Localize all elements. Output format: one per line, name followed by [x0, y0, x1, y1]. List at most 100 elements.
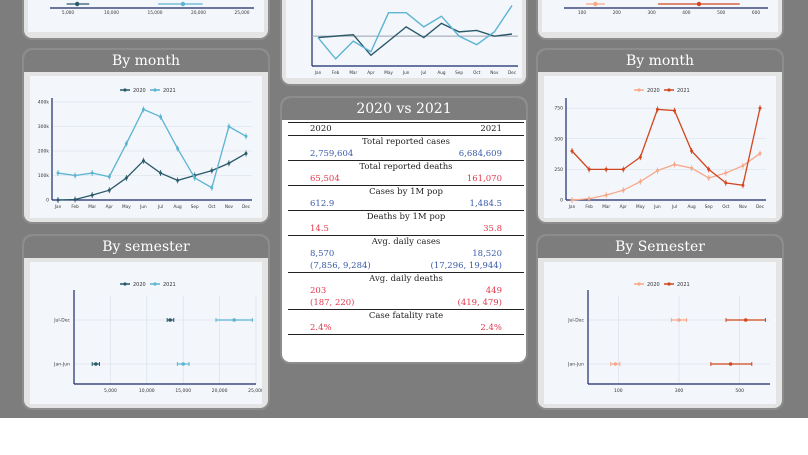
y-tick-label: 0: [46, 198, 49, 204]
deaths-by-semester-plot: 2020 2021 100 300 500 Jan-Jun Jul-Dec: [544, 262, 776, 404]
panel-title: By month: [24, 50, 268, 72]
x-tick-label: 25,000: [248, 388, 262, 394]
value-2021: 2.4%: [480, 323, 502, 333]
legend-label-2020: 2020: [647, 282, 660, 288]
x-tick-label: Jun: [653, 204, 661, 209]
x-tick-label: Apr: [620, 204, 628, 209]
legend-marker-2021: [667, 88, 671, 92]
value-2020: 65,504: [310, 174, 340, 184]
legend-label-2020: 2020: [133, 282, 146, 288]
cases-by-semester-panel: By semester 2020 2021 5,000 10,000 15,000 20,…: [22, 234, 270, 410]
column-header-2021: 2021: [480, 124, 502, 134]
x-tick-label: 200: [613, 10, 621, 16]
x-tick-label: Jan: [54, 204, 62, 209]
x-tick-label: 15,000: [147, 10, 162, 16]
x-tick-label: 100: [614, 388, 623, 394]
top-right-panel: 100 200 300 400 500 600: [536, 0, 784, 40]
table-row-values: 2.4% 2.4%: [288, 322, 524, 334]
x-tick-label: Apr: [106, 204, 114, 209]
x-tick-label: Sep: [455, 70, 463, 75]
panel-title: By Semester: [538, 236, 782, 258]
value-2020: 612.9: [310, 199, 335, 209]
x-tick-label: 20,000: [191, 10, 206, 16]
value-2021: 35.8: [483, 224, 502, 234]
cases-by-semester-chart: 2020 2021 5,000 10,000 15,000 20,000 25,000 Jan…: [53, 282, 262, 394]
x-tick-label: Jun: [402, 70, 410, 75]
x-tick-label: Aug: [437, 70, 446, 75]
deaths-by-month-panel: By month 2020 2021 0 250 500 750 Jan Feb Mar Apr M…: [536, 48, 784, 224]
legend-label-2021: 2021: [163, 282, 176, 288]
x-tick-label: Jul: [420, 70, 426, 75]
x-tick-label: Mar: [602, 204, 610, 209]
x-tick-label: 10,000: [104, 10, 119, 16]
top-right-plot: 100 200 300 400 500 600: [542, 0, 778, 32]
x-tick-label: Aug: [174, 204, 183, 209]
data-point-2020: [677, 318, 681, 322]
x-tick-label: Oct: [473, 70, 481, 75]
value-2021: 449: [485, 286, 502, 296]
legend-label-2021: 2021: [163, 88, 176, 94]
data-point-2021: [743, 318, 748, 322]
table-body: Total reported cases 2,759,604 6,684,609 To…: [288, 135, 524, 335]
deaths-by-semester-panel: By Semester 2020 2021 100 300 500 Jan-Jun Jul-…: [536, 234, 784, 410]
legend-marker-2020: [637, 88, 641, 92]
x-tick-label: Dec: [756, 204, 765, 209]
x-tick-label: Apr: [367, 70, 375, 75]
top-left-chart: 5,000 10,000 15,000 20,000 25,000: [50, 1, 254, 16]
table-row-label: Avg. daily deaths: [288, 272, 524, 285]
series-line-2020: [57, 152, 247, 201]
table-row-values: 14.5 35.8: [288, 223, 524, 235]
x-tick-label: Jan: [314, 70, 322, 75]
top-left-panel: 5,000 10,000 15,000 20,000 25,000: [22, 0, 270, 40]
value-2020: 2,759,604: [310, 149, 354, 159]
value-2021: 6,684,609: [458, 149, 502, 159]
table-row-label: Case fatality rate: [288, 309, 524, 322]
y-tick-label: 400k: [38, 100, 50, 106]
top-left-plot: 5,000 10,000 15,000 20,000 25,000: [28, 0, 264, 32]
value-2020: 14.5: [310, 224, 329, 234]
value-2021: (419, 479): [457, 298, 502, 308]
value-2021: 18,520: [472, 249, 502, 259]
data-point-2021: [180, 1, 186, 7]
x-tick-label: Nov: [225, 204, 234, 209]
x-tick-label: 500: [717, 10, 725, 16]
panel-title: By semester: [24, 236, 268, 258]
legend-label-2021: 2021: [677, 282, 690, 288]
y-tick-label: Jan-Jun: [53, 362, 70, 368]
x-tick-label: 10,000: [139, 388, 155, 394]
y-tick-label: 0: [560, 198, 563, 204]
legend-marker-2021: [153, 88, 157, 92]
series-line-2021: [57, 108, 247, 189]
y-tick-label: 750: [554, 106, 563, 112]
top-center-panel: Jan Feb Mar Apr May Jun Jul Aug Sep Oct Nov Dec: [280, 0, 528, 86]
x-tick-label: Oct: [722, 204, 730, 209]
x-tick-label: 15,000: [175, 388, 191, 394]
x-tick-label: Sep: [705, 204, 713, 209]
data-point-2020: [75, 1, 80, 7]
x-tick-label: Aug: [688, 204, 697, 209]
data-point-2021: [696, 1, 702, 7]
series-line-2021: [317, 5, 513, 60]
data-point-2021: [181, 362, 185, 366]
value-2020: 2.4%: [310, 323, 332, 333]
value-2020: (7,856, 9,284): [310, 261, 371, 271]
table-row-label: Total reported deaths: [288, 160, 524, 173]
legend-marker-2020: [123, 282, 127, 286]
deaths-by-month-chart: 2020 2021 0 250 500 750 Jan Feb Mar Apr May Jun Jul A…: [554, 88, 766, 209]
x-tick-label: Nov: [739, 204, 748, 209]
table-row-values: 65,504 161,070: [288, 173, 524, 185]
x-tick-label: Jul: [671, 204, 677, 209]
deaths-by-semester-chart: 2020 2021 100 300 500 Jan-Jun Jul-Dec: [567, 282, 770, 394]
x-tick-label: Dec: [242, 204, 251, 209]
cases-by-semester-plot: 2020 2021 5,000 10,000 15,000 20,000 25,000 Jan…: [30, 262, 262, 404]
cases-by-month-panel: By month 2020 2021 0 100k 200k 300k 400k Jan Feb…: [22, 48, 270, 224]
value-2020: (187, 220): [310, 298, 355, 308]
table-row-values: 2,759,604 6,684,609: [288, 148, 524, 160]
x-tick-label: Sep: [191, 204, 199, 209]
table-header-row: 2020 2021: [288, 122, 524, 135]
panel-title: 2020 vs 2021: [282, 98, 526, 120]
x-tick-label: May: [384, 70, 393, 75]
legend-marker-2020: [123, 88, 127, 92]
cases-by-month-chart: 2020 2021 0 100k 200k 300k 400k Jan Feb Mar Apr May…: [38, 88, 252, 209]
data-point-2021: [728, 362, 733, 366]
